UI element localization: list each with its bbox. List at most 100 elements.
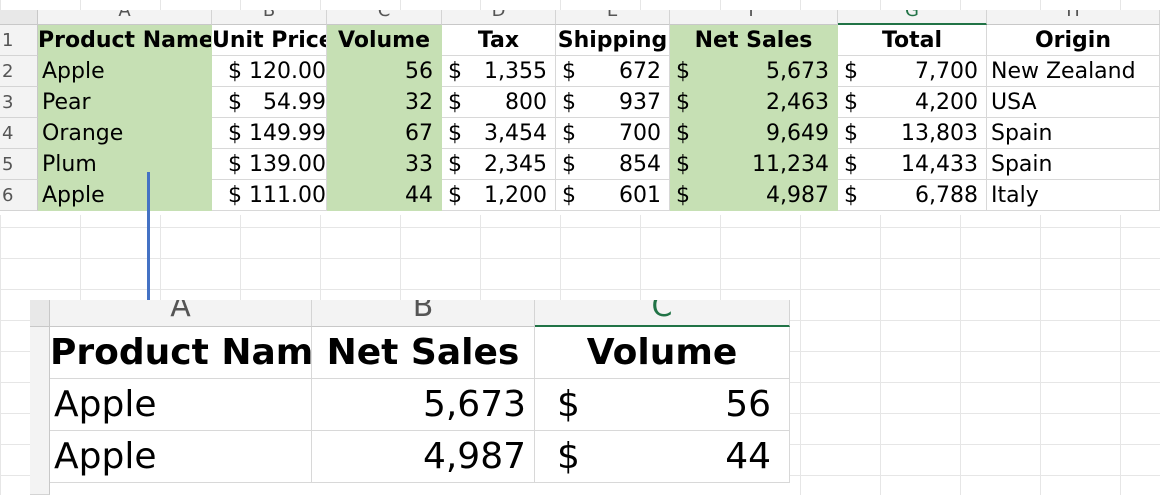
header-total[interactable]: Total [838, 25, 987, 56]
header-volume[interactable]: Volume [327, 25, 442, 56]
currency-symbol: $ [844, 59, 858, 84]
cell-value: 700 [619, 121, 661, 146]
cell-unit-price[interactable]: $ 120.00 [212, 56, 327, 87]
cell-product[interactable]: Plum [38, 149, 212, 180]
row-header-6[interactable]: 6 [0, 180, 38, 211]
select-all-corner-result[interactable] [30, 300, 50, 327]
cell-unit-price[interactable]: $ 111.00 [212, 180, 327, 211]
cell-value: 672 [619, 59, 661, 84]
result-cell-product[interactable]: Apple [50, 431, 312, 483]
currency-symbol: $ [676, 121, 690, 146]
cell-value: 13,803 [901, 121, 978, 146]
result-header-volume[interactable]: Volume [535, 327, 790, 379]
currency-symbol: $ [676, 90, 690, 115]
cell-total[interactable]: $13,803 [838, 118, 987, 149]
select-all-corner[interactable] [0, 10, 38, 25]
cell-shipping[interactable]: $601 [556, 180, 670, 211]
cell-net-sales[interactable]: $9,649 [670, 118, 838, 149]
cell-volume[interactable]: 33 [327, 149, 442, 180]
currency-symbol: $ [844, 121, 858, 146]
cell-product[interactable]: Pear [38, 87, 212, 118]
cell-origin[interactable]: Spain [987, 149, 1160, 180]
cell-total[interactable]: $6,788 [838, 180, 987, 211]
cell-shipping[interactable]: $672 [556, 56, 670, 87]
header-unit-price[interactable]: Unit Price [212, 25, 327, 56]
cell-value: 11,234 [752, 152, 829, 177]
cell-origin[interactable]: New Zealand [987, 56, 1160, 87]
cell-tax[interactable]: $800 [442, 87, 556, 118]
cell-total[interactable]: $7,700 [838, 56, 987, 87]
cell-shipping[interactable]: $937 [556, 87, 670, 118]
currency-symbol: $ [448, 152, 462, 177]
row-header-4[interactable]: 4 [0, 118, 38, 149]
row-header-3[interactable]: 3 [0, 87, 38, 118]
cell-net-sales[interactable]: $11,234 [670, 149, 838, 180]
cell-volume[interactable]: 44 [327, 180, 442, 211]
column-header-f[interactable]: F [670, 10, 838, 25]
cell-net-sales[interactable]: $5,673 [670, 56, 838, 87]
cell-origin[interactable]: Italy [987, 180, 1160, 211]
cell-value: 7,700 [915, 59, 978, 84]
cell-unit-price[interactable]: $ 149.99 [212, 118, 327, 149]
header-origin[interactable]: Origin [987, 25, 1160, 56]
result-cell-volume[interactable]: $56 [535, 379, 790, 431]
cell-total[interactable]: $4,200 [838, 87, 987, 118]
currency-symbol: $ [676, 59, 690, 84]
column-header-g[interactable]: G [838, 10, 987, 25]
cell-total[interactable]: $14,433 [838, 149, 987, 180]
cell-origin[interactable]: Spain [987, 118, 1160, 149]
cell-unit-price[interactable]: $ 139.00 [212, 149, 327, 180]
cell-origin[interactable]: USA [987, 87, 1160, 118]
column-header-a[interactable]: A [38, 10, 212, 25]
header-product-name[interactable]: Product Name [38, 25, 212, 56]
cell-tax[interactable]: $2,345 [442, 149, 556, 180]
currency-symbol: $ [844, 183, 858, 208]
result-header-net-sales[interactable]: Net Sales [312, 327, 535, 379]
result-column-header-b[interactable]: B [312, 300, 535, 327]
cell-value: 4,200 [915, 90, 978, 115]
cell-tax[interactable]: $3,454 [442, 118, 556, 149]
currency-symbol: $ [562, 59, 576, 84]
cell-value: 14,433 [901, 152, 978, 177]
row-header-2[interactable]: 2 [0, 56, 38, 87]
cell-net-sales[interactable]: $2,463 [670, 87, 838, 118]
cell-product[interactable]: Apple [38, 56, 212, 87]
cell-value: 44 [725, 436, 771, 477]
column-header-c[interactable]: C [327, 10, 442, 25]
column-header-h[interactable]: H [987, 10, 1160, 25]
cell-value: 937 [619, 90, 661, 115]
header-net-sales[interactable]: Net Sales [670, 25, 838, 56]
row-header-1[interactable]: 1 [0, 25, 38, 56]
column-header-b[interactable]: B [212, 10, 327, 25]
result-cell-product[interactable]: Apple [50, 379, 312, 431]
header-shipping[interactable]: Shipping [556, 25, 670, 56]
result-column-header-a[interactable]: A [50, 300, 312, 327]
header-tax[interactable]: Tax [442, 25, 556, 56]
cell-tax[interactable]: $1,200 [442, 180, 556, 211]
result-cell-net-sales[interactable]: 5,673 [312, 379, 535, 431]
currency-symbol: $ [448, 90, 462, 115]
cell-volume[interactable]: 32 [327, 87, 442, 118]
cell-volume[interactable]: 67 [327, 118, 442, 149]
result-header-product-name[interactable]: Product Name [50, 327, 312, 379]
column-header-e[interactable]: E [556, 10, 670, 25]
cell-shipping[interactable]: $700 [556, 118, 670, 149]
currency-symbol: $ [557, 384, 580, 425]
cell-product[interactable]: Orange [38, 118, 212, 149]
currency-symbol: $ [676, 183, 690, 208]
cell-unit-price[interactable]: $ 54.99 [212, 87, 327, 118]
cell-value: 6,788 [915, 183, 978, 208]
row-header-5[interactable]: 5 [0, 149, 38, 180]
result-table: A B C Product Name Net Sales Volume Appl… [30, 300, 790, 495]
column-header-d[interactable]: D [442, 10, 556, 25]
cell-product[interactable]: Apple [38, 180, 212, 211]
cell-tax[interactable]: $1,355 [442, 56, 556, 87]
currency-symbol: $ [448, 59, 462, 84]
cell-volume[interactable]: 56 [327, 56, 442, 87]
cell-shipping[interactable]: $854 [556, 149, 670, 180]
result-cell-volume[interactable]: $44 [535, 431, 790, 483]
cell-value: 5,673 [766, 59, 829, 84]
result-cell-net-sales[interactable]: 4,987 [312, 431, 535, 483]
cell-net-sales[interactable]: $4,987 [670, 180, 838, 211]
result-column-header-c[interactable]: C [535, 300, 790, 327]
